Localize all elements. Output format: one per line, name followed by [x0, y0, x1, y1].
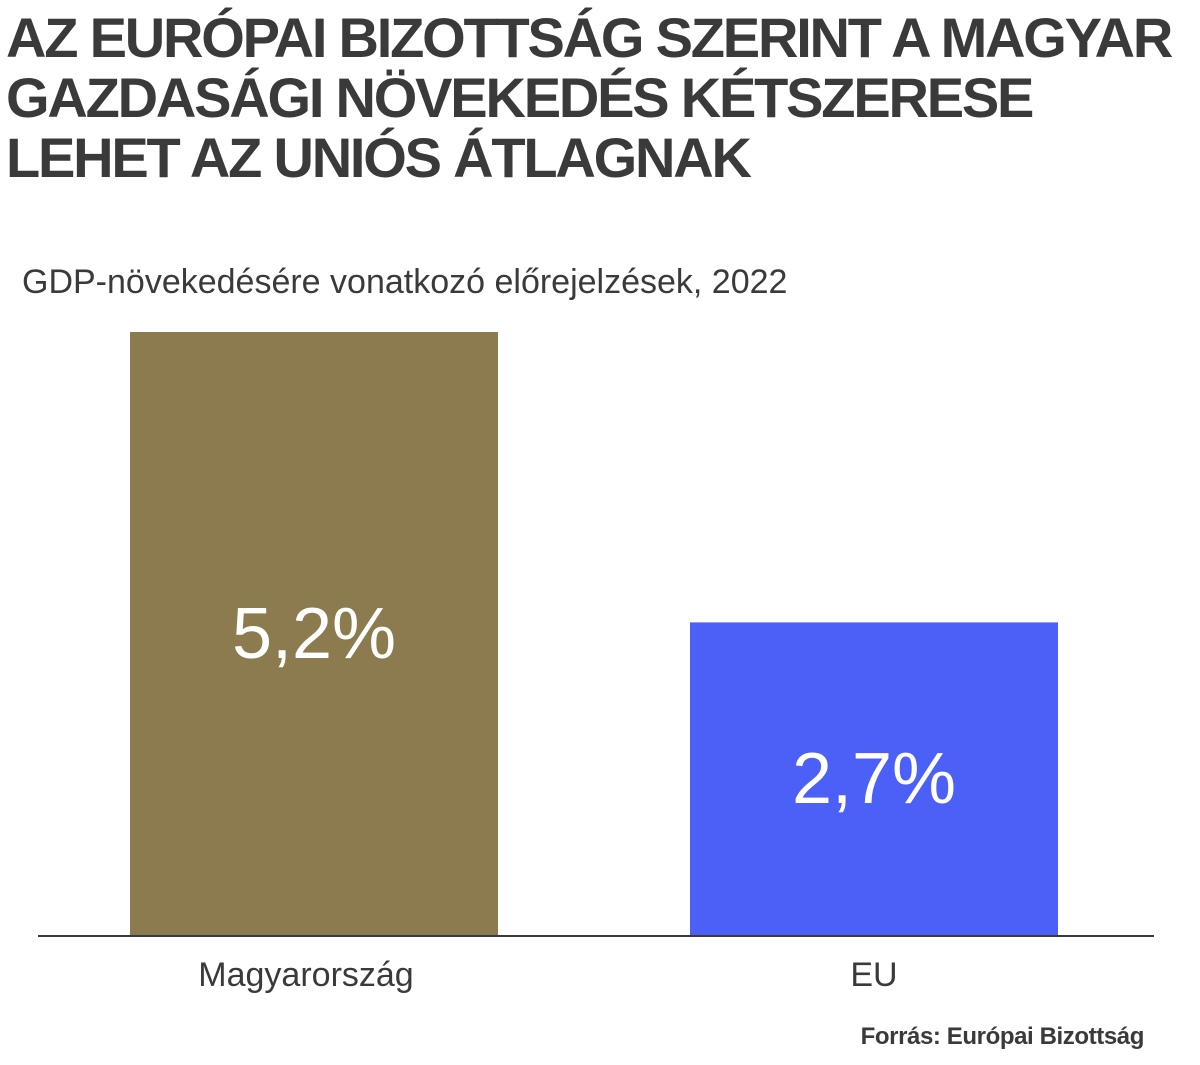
bar-1 [690, 622, 1058, 936]
bar-0 [130, 332, 498, 936]
chart-title: AZ EURÓPAI BIZOTTSÁG SZERINT A MAGYAR GA… [6, 8, 1196, 188]
chart-title-line-2: GAZDASÁGI NÖVEKEDÉS KÉTSZERESE [6, 66, 1034, 129]
chart-subtitle: GDP-növekedésére vonatkozó előrejelzések… [22, 263, 788, 301]
chart-title-line-1: AZ EURÓPAI BIZOTTSÁG SZERINT A MAGYAR [6, 6, 1173, 69]
chart-title-line-3: LEHET AZ UNIÓS ÁTLAGNAK [6, 126, 752, 189]
category-label-0: Magyarország [198, 956, 413, 994]
data-label-0: 5,2% [232, 594, 396, 674]
data-label-1: 2,7% [792, 739, 956, 819]
source-note: Forrás: Európai Bizottság [860, 1023, 1145, 1050]
category-label-1: EU [850, 956, 897, 994]
